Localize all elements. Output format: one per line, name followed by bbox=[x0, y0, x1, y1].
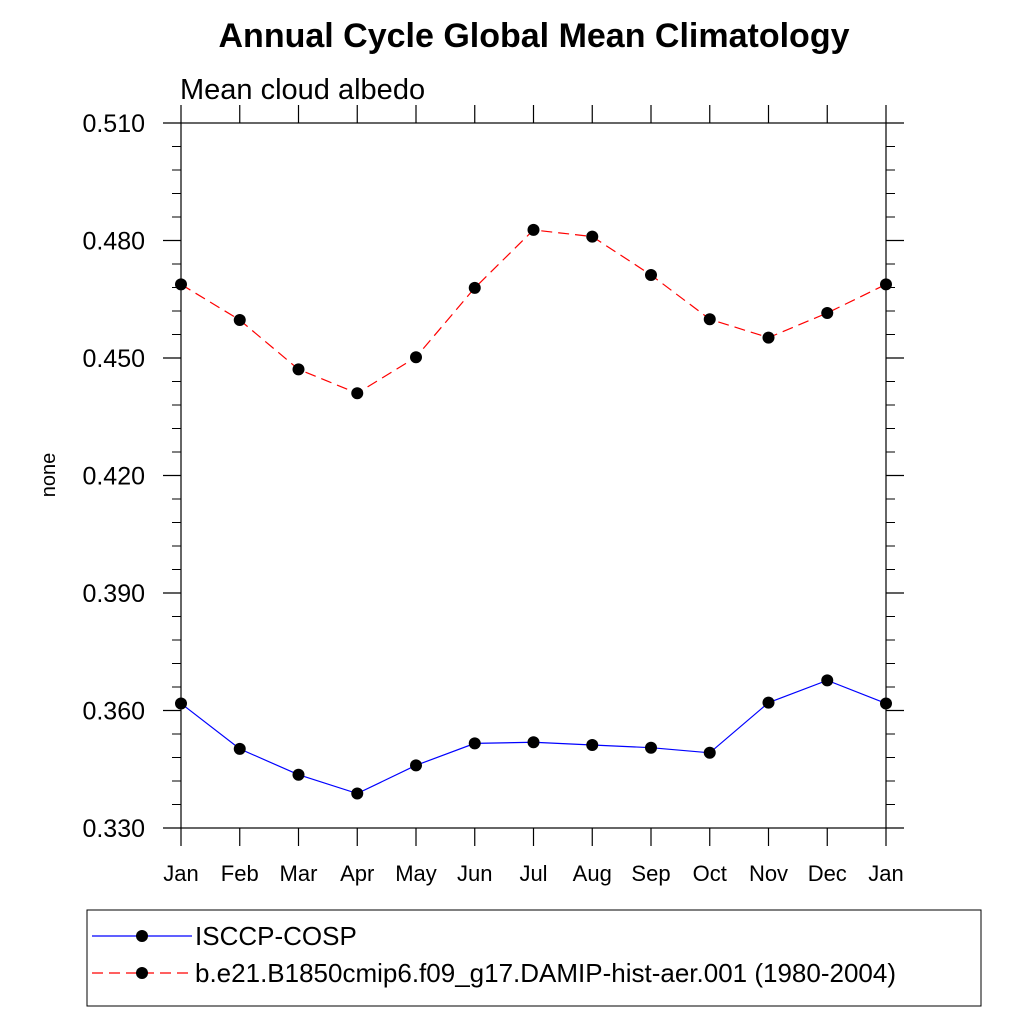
x-tick-label: Aug bbox=[573, 861, 612, 886]
x-tick-labels: Jan Feb Mar Apr May Jun Jul Aug Sep Oct Nov Dec Jan bbox=[163, 861, 903, 886]
data-point bbox=[351, 787, 364, 800]
y-tick-label: 0.450 bbox=[82, 345, 145, 373]
y-tick-label: 0.480 bbox=[82, 228, 145, 256]
data-point bbox=[233, 742, 246, 755]
y-tick-label: 0.330 bbox=[82, 815, 145, 843]
data-point bbox=[645, 741, 657, 754]
legend-label: b.e21.B1850cmip6.f09_g17.DAMIP-hist-aer.… bbox=[195, 958, 896, 988]
x-tick-label: Sep bbox=[631, 861, 670, 886]
data-point bbox=[468, 281, 481, 294]
x-tick-label: Feb bbox=[221, 861, 259, 886]
x-tick-label: Nov bbox=[749, 861, 788, 886]
axis-ticks bbox=[163, 105, 904, 846]
x-tick-label: Jan bbox=[868, 861, 903, 886]
x-tick-label: Mar bbox=[280, 861, 318, 886]
x-tick-label: Jun bbox=[457, 861, 492, 886]
x-tick-label: Jul bbox=[519, 861, 547, 886]
x-tick-label: Jan bbox=[163, 861, 198, 886]
legend-marker bbox=[136, 930, 148, 942]
data-point bbox=[703, 746, 716, 759]
legend: ISCCP-COSP b.e21.B1850cmip6.f09_g17.DAMIP… bbox=[92, 921, 896, 988]
data-point bbox=[762, 331, 775, 344]
series-line-1 bbox=[180, 229, 887, 394]
data-point bbox=[527, 223, 540, 236]
data-point bbox=[527, 736, 540, 749]
data-point bbox=[821, 306, 834, 319]
data-point bbox=[292, 768, 305, 781]
data-point bbox=[410, 759, 422, 772]
data-point bbox=[880, 697, 892, 710]
data-point bbox=[586, 230, 599, 243]
legend-label: ISCCP-COSP bbox=[195, 921, 357, 951]
data-point bbox=[880, 278, 892, 291]
data-point bbox=[468, 737, 481, 750]
x-tick-label: Oct bbox=[693, 861, 727, 886]
data-point bbox=[292, 363, 305, 376]
y-tick-label: 0.510 bbox=[82, 110, 145, 138]
data-point bbox=[233, 314, 246, 327]
data-point bbox=[586, 738, 599, 751]
y-tick-label: 0.420 bbox=[82, 463, 145, 491]
data-point bbox=[175, 278, 187, 291]
x-tick-label: May bbox=[395, 861, 437, 886]
chart-title: Annual Cycle Global Mean Climatology bbox=[219, 17, 850, 55]
data-point bbox=[703, 313, 716, 326]
data-point bbox=[410, 351, 422, 364]
legend-box bbox=[86, 909, 982, 1007]
data-point bbox=[351, 387, 364, 400]
series-layer bbox=[175, 223, 892, 800]
chart-subtitle: Mean cloud albedo bbox=[180, 74, 425, 106]
data-point bbox=[645, 268, 657, 281]
legend-marker bbox=[136, 967, 148, 979]
data-point bbox=[175, 697, 187, 710]
x-tick-label: Apr bbox=[340, 861, 374, 886]
y-axis-label: none bbox=[38, 453, 60, 498]
data-point bbox=[762, 696, 775, 709]
x-tick-label: Dec bbox=[808, 861, 847, 886]
y-tick-label: 0.390 bbox=[82, 580, 145, 608]
y-tick-labels: 0.330 0.360 0.390 0.420 0.450 0.480 0.510 bbox=[82, 110, 145, 843]
y-tick-label: 0.360 bbox=[82, 698, 145, 726]
data-point bbox=[821, 674, 834, 687]
